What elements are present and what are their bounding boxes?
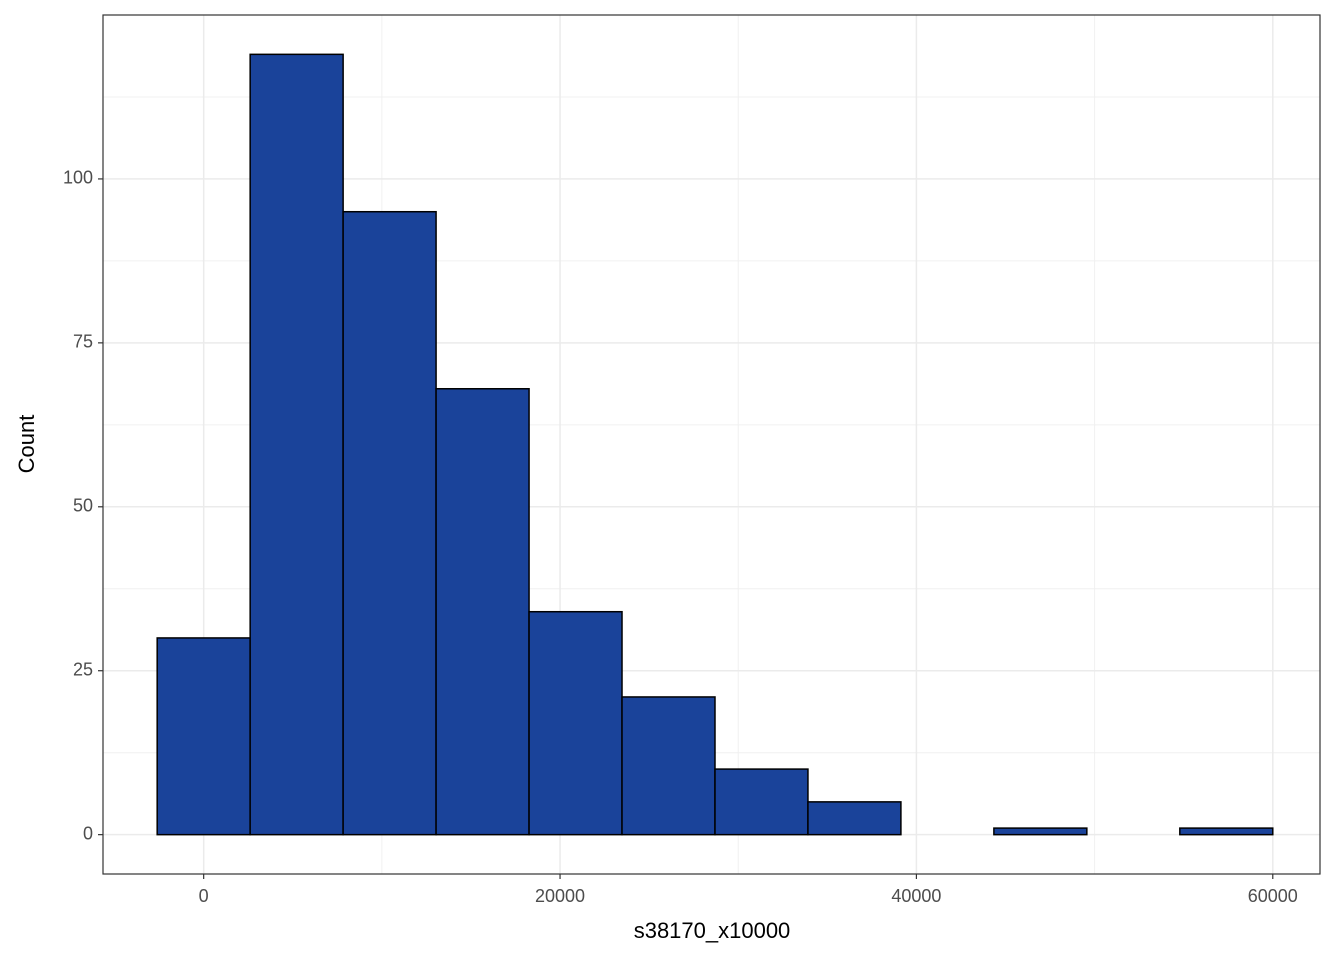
bars: [156, 53, 1274, 836]
bar: [528, 610, 623, 836]
x-axis-title: s38170_x10000: [634, 918, 791, 943]
panel-border: [102, 14, 1321, 875]
x-tick-label: 40000: [891, 886, 941, 906]
y-tick-label: 75: [73, 332, 93, 352]
y-tick-label: 100: [63, 168, 93, 188]
bar: [807, 801, 902, 836]
bar: [435, 388, 530, 836]
bar: [714, 768, 809, 836]
bar: [993, 827, 1088, 836]
x-tick-label: 60000: [1248, 886, 1298, 906]
bar: [156, 637, 251, 836]
y-tick-label: 25: [73, 659, 93, 679]
bar: [621, 696, 716, 836]
y-tick-label: 0: [83, 823, 93, 843]
x-tick-label: 20000: [535, 886, 585, 906]
bar: [342, 210, 437, 836]
x-tick-label: 0: [199, 886, 209, 906]
y-axis-title: Count: [14, 415, 39, 474]
bar: [249, 53, 344, 836]
bar: [1179, 827, 1274, 836]
y-tick-label: 50: [73, 496, 93, 516]
